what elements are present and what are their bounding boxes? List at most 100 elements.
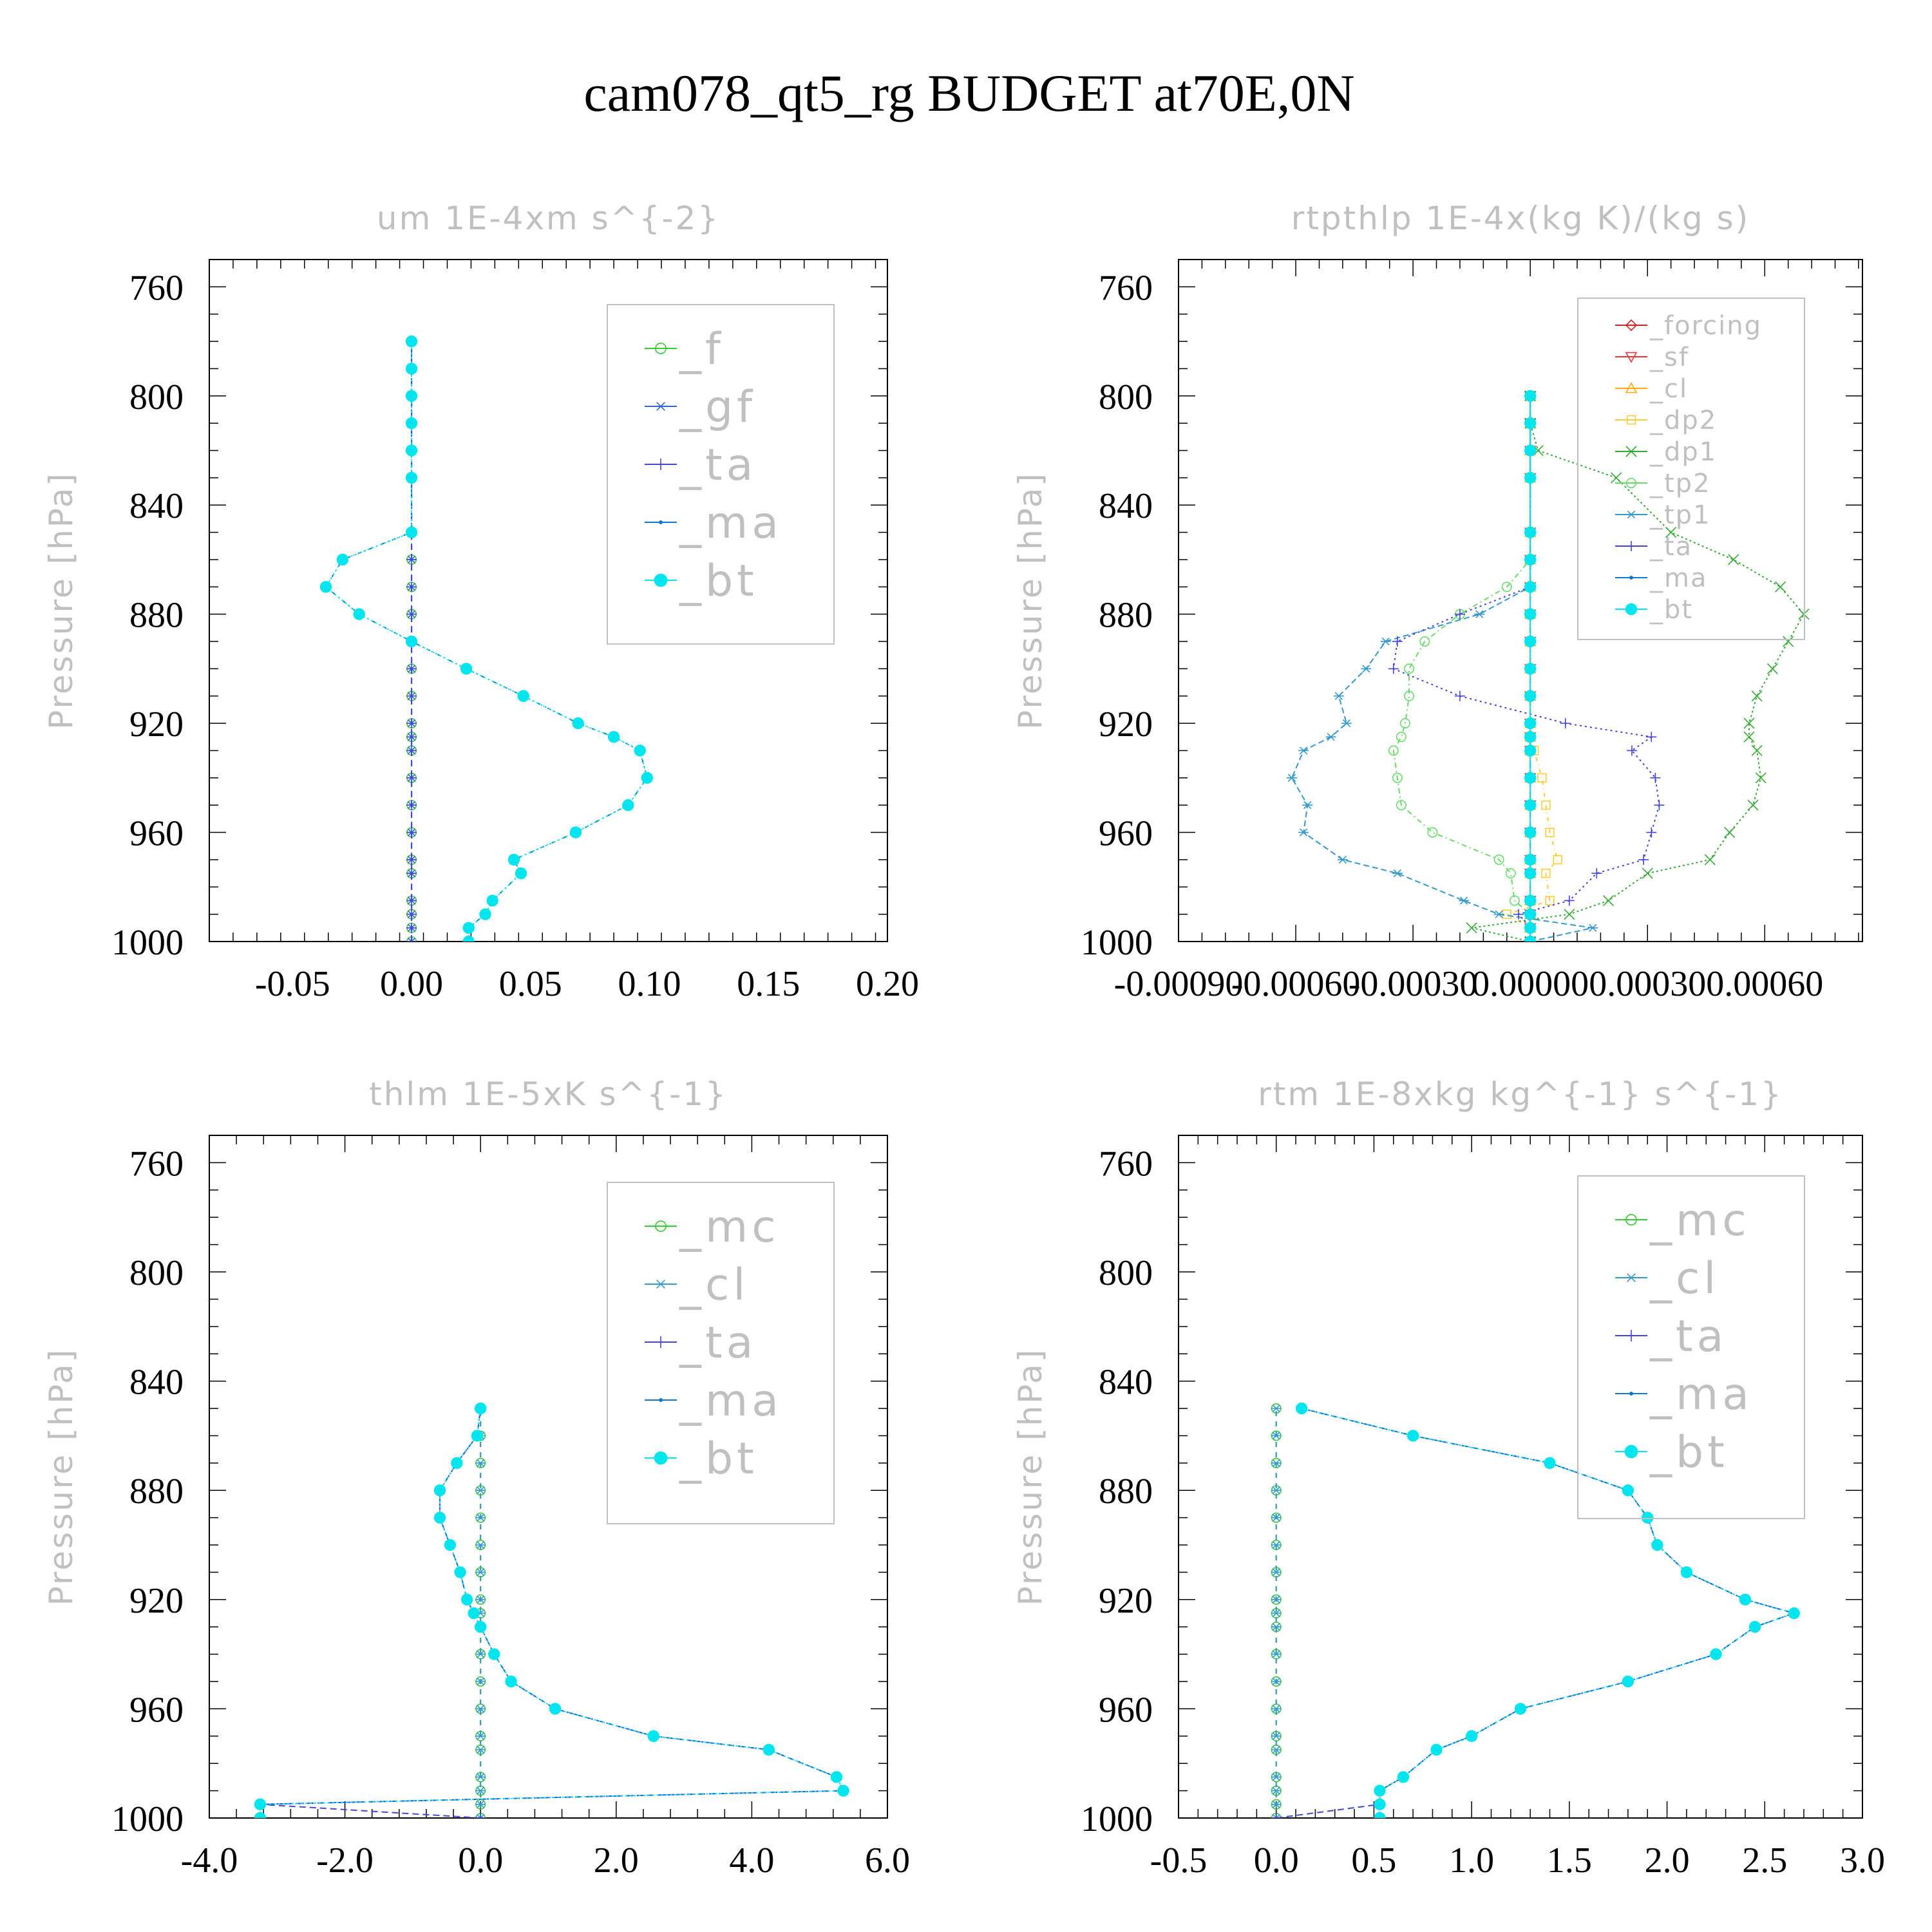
point-cl xyxy=(1271,1568,1282,1577)
x-tick-label: 0.5 xyxy=(1351,1841,1396,1880)
point-dp1 xyxy=(1743,717,1755,729)
point-cl xyxy=(1271,1486,1282,1495)
x-tick-label: 0.10 xyxy=(618,964,681,1004)
point-bt xyxy=(451,1457,463,1469)
point-bt xyxy=(475,1402,487,1415)
point-ta xyxy=(1654,800,1665,811)
x-tick-label: 0.15 xyxy=(737,964,800,1004)
point-bt xyxy=(1739,1593,1752,1605)
point-cl xyxy=(475,1677,486,1686)
point-ta xyxy=(475,1813,486,1818)
point-tp1 xyxy=(1298,746,1309,755)
point-cl xyxy=(475,1486,486,1495)
legend-label: _bt xyxy=(679,1434,758,1484)
point-bt xyxy=(1524,744,1537,757)
point-tp1 xyxy=(1325,733,1336,741)
point-cl xyxy=(475,1459,486,1467)
legend-marker-ta xyxy=(1625,1330,1637,1341)
legend-marker-ta xyxy=(1626,541,1636,551)
point-dp2 xyxy=(1553,855,1562,865)
point-cl xyxy=(475,1595,486,1604)
y-axis-label: Pressure [hPa] xyxy=(1012,471,1049,730)
legend-label: _cl xyxy=(1649,374,1688,404)
series-group xyxy=(254,1402,849,1818)
point-ta xyxy=(406,772,417,783)
point-dp1 xyxy=(1747,799,1759,811)
legend-label: _cl xyxy=(679,1260,749,1311)
legend-label: _bt xyxy=(1649,595,1693,625)
legend: _mc _cl _ta _ma _bt xyxy=(1577,1175,1805,1519)
point-cl xyxy=(1271,1623,1282,1631)
x-tick-label: 1.0 xyxy=(1449,1841,1494,1880)
series-line-dp1 xyxy=(1471,395,1805,942)
legend: _f _gf _ta _ma _bt xyxy=(607,304,835,645)
y-axis-label: Pressure [hPa] xyxy=(1012,1348,1049,1606)
point-bt xyxy=(460,663,473,675)
y-tick-label: 880 xyxy=(1099,1472,1153,1511)
legend-marker-ma xyxy=(1629,576,1633,580)
point-bt xyxy=(1622,1675,1634,1688)
legend-marker-bt xyxy=(654,573,668,587)
point-bt xyxy=(405,417,418,430)
y-tick-label: 920 xyxy=(1099,705,1153,744)
legend-label: _sf xyxy=(1649,343,1689,372)
point-bt xyxy=(1680,1566,1693,1578)
point-cl xyxy=(1271,1595,1282,1604)
y-tick-label: 760 xyxy=(129,268,184,308)
x-tick-label: 0.00030 xyxy=(1589,964,1706,1004)
x-tick-label: 2.0 xyxy=(594,1841,639,1880)
y-tick-label: 840 xyxy=(129,1363,184,1403)
point-dp1 xyxy=(1755,772,1766,784)
point-ta xyxy=(406,909,417,920)
point-ta xyxy=(406,718,417,729)
point-ta xyxy=(406,554,417,565)
series-group xyxy=(1286,390,1810,942)
point-cl xyxy=(1271,1814,1282,1818)
panel-3: thlm 1E-5xK s^{-1} Pressure [hPa] 760 800 84… xyxy=(43,1075,910,1880)
y-tick-label: 960 xyxy=(1099,814,1153,854)
point-bt xyxy=(405,335,418,348)
point-bt xyxy=(1524,908,1537,920)
point-bt xyxy=(1524,826,1537,838)
point-dp1 xyxy=(1611,472,1622,484)
point-bt xyxy=(505,1675,517,1688)
legend-marker-dp2 xyxy=(1626,415,1636,425)
legend-marker-ma xyxy=(659,1398,663,1402)
x-tick-label: -0.05 xyxy=(255,964,330,1004)
point-bt xyxy=(1524,581,1537,593)
point-bt xyxy=(641,772,654,784)
point-bt xyxy=(1524,635,1537,648)
legend-marker-dp1 xyxy=(1625,446,1637,457)
point-dp1 xyxy=(1751,690,1763,702)
panel-1: um 1E-4xm s^{-2} Pressure [hPa] 760 800 840 8… xyxy=(43,200,919,1004)
y-tick-label: 840 xyxy=(1099,486,1153,526)
legend: _forcing_sf_cl_dp2_dp1_tp2_tp1_ta_ma_bt xyxy=(1577,298,1805,640)
point-tp1 xyxy=(1474,610,1485,618)
point-dp1 xyxy=(1766,663,1778,674)
plot-frame xyxy=(1178,259,1863,942)
point-dp1 xyxy=(1564,909,1575,920)
point-bt xyxy=(1374,1812,1386,1818)
point-bt xyxy=(549,1703,562,1715)
y-axis-label: Pressure [hPa] xyxy=(43,1348,80,1606)
y-tick-label: 800 xyxy=(129,1253,184,1293)
y-axis-label: Pressure [hPa] xyxy=(43,471,80,730)
point-cl xyxy=(1271,1745,1282,1754)
point-cl xyxy=(475,1513,486,1522)
legend-label: _cl xyxy=(1649,1253,1719,1304)
point-bt xyxy=(507,853,520,866)
series-line-tp1 xyxy=(1291,395,1593,942)
series-group xyxy=(319,335,654,942)
legend-marker-ma xyxy=(659,520,663,524)
point-dp1 xyxy=(1466,922,1477,934)
x-tick-label: 2.0 xyxy=(1645,1841,1690,1880)
x-tick-label: 0.20 xyxy=(856,964,919,1004)
point-cl xyxy=(1271,1773,1282,1781)
y-tick-label: 1000 xyxy=(111,923,184,963)
point-bt xyxy=(1465,1730,1478,1742)
point-tp2 xyxy=(1419,636,1430,647)
point-cl xyxy=(475,1540,486,1549)
panel-title: thlm 1E-5xK s^{-1} xyxy=(369,1075,728,1113)
legend-marker-mc xyxy=(1625,1214,1637,1226)
